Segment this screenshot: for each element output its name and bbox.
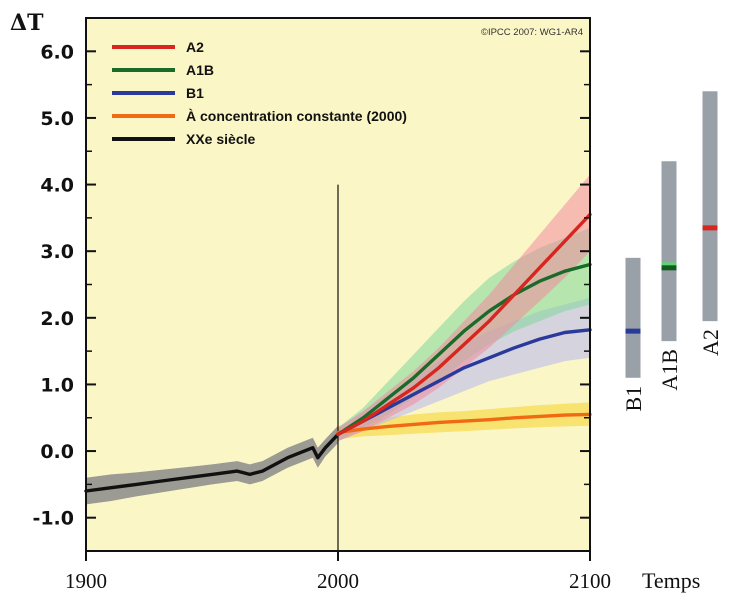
x-axis-label: Temps [642,568,700,593]
y-tick-label: 0.0 [40,441,74,463]
band-a2 [338,174,590,442]
y-tick-label: 5.0 [40,108,74,130]
range-best-estimate-a1b [661,265,677,271]
range-label-a2: A2 [698,329,723,356]
range-bar-a1b [661,161,677,342]
legend-label: B1 [186,85,204,101]
range-bar-b1 [625,257,641,378]
legend-label: A2 [186,39,204,55]
y-tick-label: 1.0 [40,374,74,396]
series-line-a1b [336,262,592,437]
y-tick-label: 2.0 [40,308,74,330]
y-tick-label: 3.0 [40,241,74,263]
series-line-b1 [336,328,592,437]
range-best-estimate-a2 [702,225,718,231]
legend-label: À concentration constante (2000) [186,108,407,124]
range-best-estimate-b1 [625,328,641,334]
x-tick-label: 1900 [65,569,107,593]
band-xxe-si-cle [86,425,338,505]
y-axis-label: ΔT [10,10,44,36]
legend-label: A1B [186,62,214,78]
series-line--concentration-constante-2000- [336,412,592,435]
legend-label: XXe siècle [186,131,255,147]
series-line-a2 [336,212,592,437]
range-label-b1: B1 [621,386,646,412]
x-tick-label: 2000 [317,569,359,593]
range-label-a1b: A1B [657,349,682,391]
range-best-accent-a1b [661,262,677,265]
x-tick-label: 2100 [569,569,611,593]
range-bar-a2 [702,91,718,322]
y-tick-label: 4.0 [40,175,74,197]
y-tick-label: 6.0 [40,41,74,63]
y-tick-label: -1.0 [32,508,74,530]
series-line-xxe-si-cle [84,432,340,493]
credit-text: ©IPCC 2007: WG1-AR4 [481,27,583,38]
